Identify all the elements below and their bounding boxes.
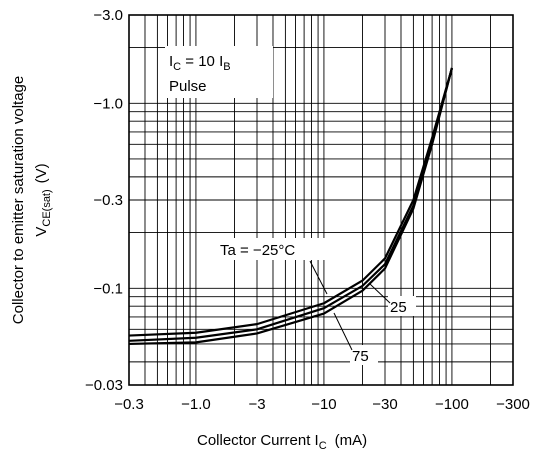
y-tick-label: −0.1 [93,280,123,297]
x-tick-label: −100 [435,396,469,413]
series-label-75-bg [350,345,378,365]
y-tick-label: −0.3 [93,192,123,209]
y-tick-label: −1.0 [93,95,123,112]
conditions-ic-label: IC = 10 IB [169,53,231,73]
y-tick-label: −0.03 [85,377,123,394]
series-label-25: 25 [390,299,407,316]
series-curve-3 [129,67,453,346]
x-tick-label: −1.0 [181,396,211,413]
x-tick-label: −0.3 [114,396,144,413]
y-tick-label: −3.0 [93,7,123,24]
series-leader-ta [309,260,328,295]
y-axis-label-line2: VCE(sat)(V) [33,163,53,236]
conditions-box [165,46,273,98]
y-tick-labels: −3.0 −1.0 −0.3 −0.1 −0.03 [85,7,123,394]
x-tick-label: −10 [311,396,336,413]
series-label-ta: Ta = −25°C [220,242,295,259]
conditions-pulse-label: Pulse [169,78,207,95]
chart-curves [129,67,453,346]
series-label-ta-bg [217,238,332,260]
x-tick-label: −30 [372,396,397,413]
series-label-25-bg [388,296,416,316]
x-axis-label: Collector Current IC (mA) [197,432,367,452]
series-curve-1 [129,67,453,337]
y-axis-label-line1: Collector to emitter saturation voltage [10,76,27,324]
series-label-75: 75 [352,348,369,365]
x-tick-label: −3 [248,396,265,413]
x-tick-label: −300 [496,396,530,413]
series-leader-25 [369,283,391,304]
x-tick-labels: −0.3 −1.0 −3 −10 −30 −100 −300 [114,396,530,413]
plot-frame [128,14,514,386]
series-leader-75 [333,312,353,351]
